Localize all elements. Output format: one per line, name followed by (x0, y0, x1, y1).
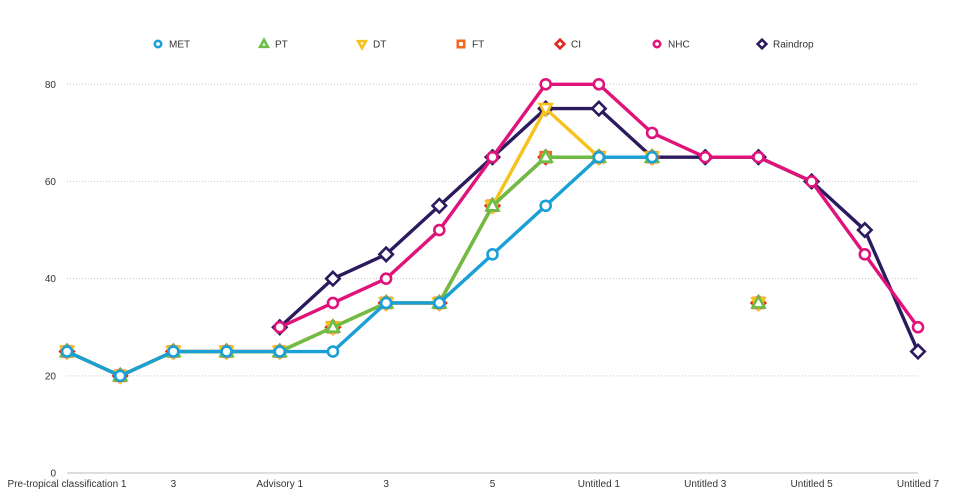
legend-item-dt[interactable]: DT (355, 39, 386, 51)
x-tick-label: Pre-tropical classification 1 (8, 479, 127, 490)
x-tick-label: Untitled 1 (578, 479, 621, 490)
grid-lines (67, 83, 918, 474)
data-point-met (220, 345, 233, 358)
x-tick-label: 5 (490, 479, 496, 490)
series-ci (58, 148, 768, 385)
data-point-dt (537, 102, 554, 118)
legend-marker (257, 37, 271, 49)
data-point-nhc (326, 296, 340, 310)
series-line-met (66, 155, 653, 378)
legend-marker (755, 37, 769, 51)
y-tick-label: 80 (45, 80, 57, 91)
legend-marker (553, 37, 567, 51)
y-tick-label: 60 (45, 177, 57, 188)
series-nhc (273, 77, 925, 334)
y-tick-label: 20 (45, 371, 57, 382)
y-tick-label: 40 (45, 274, 57, 285)
data-point-nhc (698, 150, 712, 164)
legend-label: FT (472, 40, 484, 51)
data-point-nhc (645, 126, 659, 140)
legend-item-met[interactable]: MET (153, 39, 190, 51)
data-point-met (592, 150, 606, 164)
data-point-pt (484, 196, 501, 212)
data-point-raindrop (430, 197, 448, 215)
y-tick-label: 0 (50, 469, 56, 480)
y-axis: 0 20 40 60 80 (45, 80, 57, 480)
data-point-met (326, 345, 340, 358)
data-point-met (167, 345, 180, 358)
data-point-nhc (858, 248, 872, 261)
legend-item-ft[interactable]: FT (456, 39, 484, 51)
data-point-raindrop (909, 342, 927, 361)
data-point-met (273, 345, 287, 358)
legend-item-nhc[interactable]: NHC (652, 39, 690, 51)
series-line-dt (67, 109, 758, 376)
series-line-nhc (279, 82, 920, 329)
data-point-met (645, 150, 659, 164)
x-tick-label: Untitled 3 (684, 479, 727, 490)
data-point-pt (750, 293, 767, 309)
legend-item-ci[interactable]: CI (553, 37, 581, 51)
data-point-nhc (911, 320, 925, 334)
legend-item-pt[interactable]: PT (257, 37, 288, 51)
data-point-nhc (752, 150, 765, 164)
legend-marker (456, 39, 466, 49)
series-met (60, 150, 659, 383)
data-point-raindrop (856, 221, 874, 239)
legend[interactable]: MET PT DT FT CI NHC Raindrop (153, 37, 814, 51)
x-tick-label: Untitled 7 (897, 479, 940, 490)
series-line-raindrop (278, 106, 920, 353)
legend-label: CI (571, 40, 581, 51)
data-point-raindrop (590, 99, 608, 118)
legend-marker (652, 39, 662, 49)
data-point-met (113, 369, 127, 383)
legend-label: Raindrop (773, 40, 814, 51)
data-point-met (60, 345, 74, 358)
x-tick-label: Advisory 1 (256, 479, 303, 490)
series-layer (58, 77, 927, 386)
data-point-nhc (433, 223, 446, 237)
x-axis: Pre-tropical classification 1 3 Advisory 1… (8, 479, 940, 490)
legend-label: MET (169, 40, 190, 51)
series-line-ci (67, 157, 758, 376)
data-point-pt (537, 147, 554, 163)
data-point-nhc (486, 150, 499, 164)
data-point-met (433, 296, 446, 310)
data-point-raindrop (324, 270, 342, 288)
data-point-met (539, 199, 552, 213)
data-point-nhc (805, 175, 818, 188)
data-point-raindrop (377, 245, 395, 263)
legend-item-raindrop[interactable]: Raindrop (755, 37, 814, 51)
data-point-nhc (273, 320, 287, 334)
data-point-nhc (592, 77, 606, 91)
data-point-pt (324, 318, 342, 334)
data-point-nhc (539, 77, 552, 91)
legend-marker (153, 39, 163, 49)
x-tick-label: Untitled 5 (791, 479, 834, 490)
series-line-ft (67, 157, 758, 376)
legend-label: PT (275, 40, 288, 51)
series-raindrop (271, 99, 927, 361)
data-point-met (379, 296, 393, 310)
legend-marker (355, 39, 369, 51)
series-dt (58, 102, 767, 386)
legend-label: DT (373, 40, 386, 51)
legend-label: NHC (668, 40, 690, 51)
data-point-met (486, 248, 499, 261)
x-tick-label: 3 (171, 479, 177, 490)
data-point-nhc (379, 272, 393, 285)
series-line-pt (67, 157, 758, 376)
x-tick-label: 3 (383, 479, 389, 490)
